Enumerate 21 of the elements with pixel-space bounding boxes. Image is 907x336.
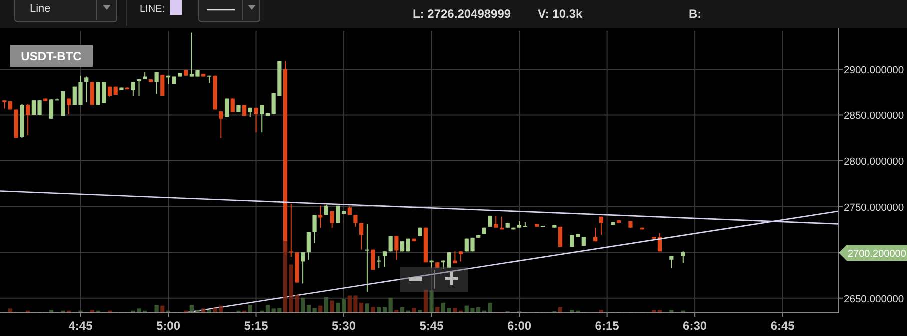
text: B: bbox=[689, 7, 702, 21]
x-tick-label: 5:15 bbox=[244, 319, 269, 333]
text: LINE: bbox=[140, 4, 166, 15]
x-tick-label: 6:45 bbox=[770, 319, 796, 333]
text: 2700.200000 bbox=[848, 249, 907, 260]
y-tick-label: 2750.000000 bbox=[844, 202, 904, 214]
text: L: 2726.20498999 bbox=[413, 7, 512, 21]
x-tick-label: 4:45 bbox=[68, 319, 94, 333]
y-tick-label: 2650.000000 bbox=[844, 294, 904, 306]
y-tick-label: 2850.000000 bbox=[844, 111, 904, 122]
x-tick-label: 5:45 bbox=[420, 319, 444, 333]
y-tick-label: 2800.000000 bbox=[844, 157, 904, 168]
x-tick-label: 5:30 bbox=[332, 319, 356, 333]
x-tick-label: 5:00 bbox=[156, 319, 181, 333]
x-tick-label: 6:30 bbox=[683, 319, 708, 333]
text: Line bbox=[30, 3, 51, 15]
text: V: 10.3k bbox=[538, 7, 584, 21]
x-tick-label: 6:00 bbox=[508, 319, 532, 333]
text: USDT-BTC bbox=[21, 50, 82, 64]
x-tick-label: 6:15 bbox=[595, 319, 620, 333]
y-tick-label: 2900.000000 bbox=[844, 65, 904, 76]
